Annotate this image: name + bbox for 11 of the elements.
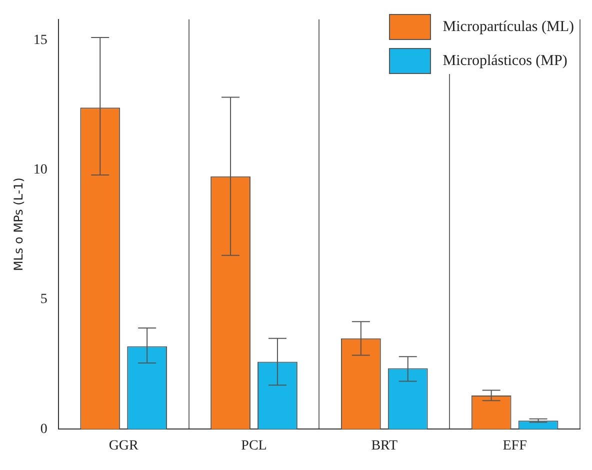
y-axis-title: MLs o MPs (L-1) (11, 178, 26, 272)
legend-label: Micropartículas (ML) (442, 18, 574, 36)
x-tick-label: GGR (108, 438, 140, 454)
legend-label: Microplásticos (MP) (442, 52, 568, 70)
x-tick-label: EFF (502, 438, 528, 454)
x-tick-label: BRT (371, 438, 398, 454)
y-tick-label: 10 (33, 162, 48, 178)
y-tick-label: 15 (33, 32, 48, 48)
y-tick-label: 5 (40, 292, 48, 308)
x-tick-label: PCL (241, 438, 267, 454)
y-tick-label: 0 (40, 422, 48, 437)
